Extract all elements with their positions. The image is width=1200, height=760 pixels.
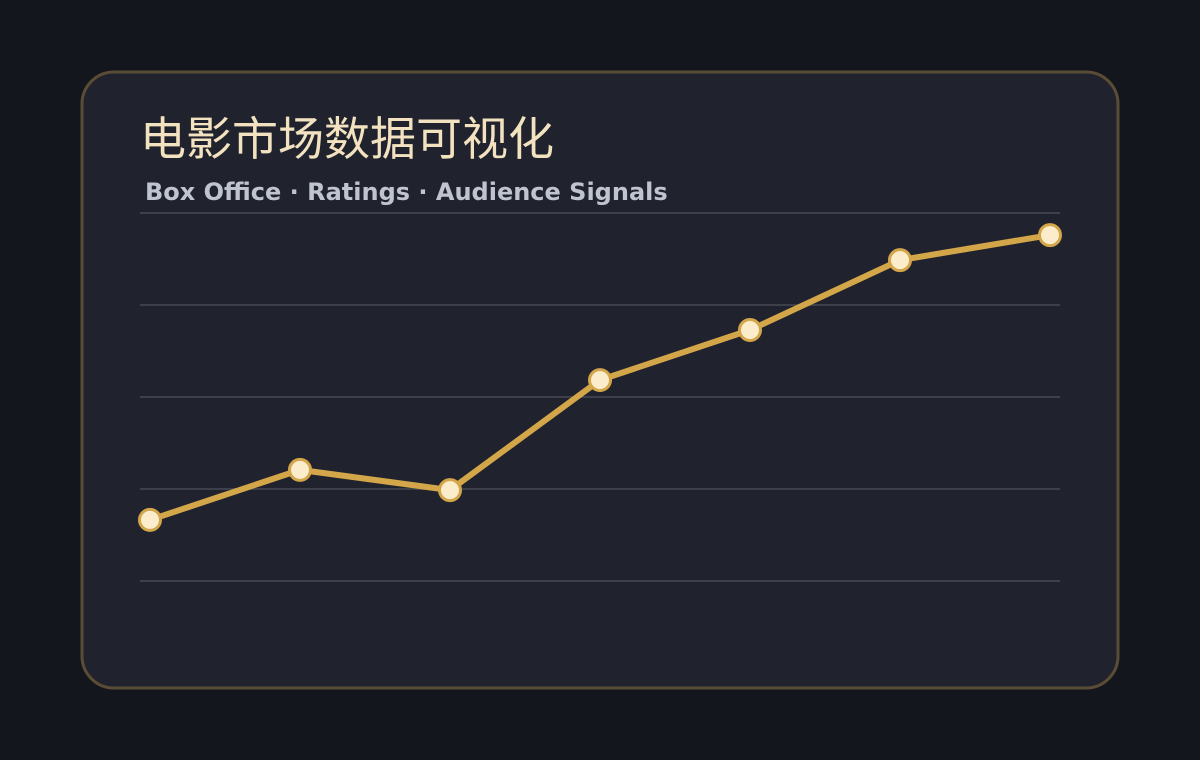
point xyxy=(438,478,462,503)
point xyxy=(138,507,162,532)
chart-subtitle: Box Office · Ratings · Audience Signals xyxy=(145,178,668,206)
point xyxy=(888,248,912,273)
point xyxy=(1038,223,1062,248)
point xyxy=(288,457,312,482)
chart-title: 电影市场数据可视化 xyxy=(140,112,554,166)
point xyxy=(738,318,762,343)
point xyxy=(588,368,612,393)
